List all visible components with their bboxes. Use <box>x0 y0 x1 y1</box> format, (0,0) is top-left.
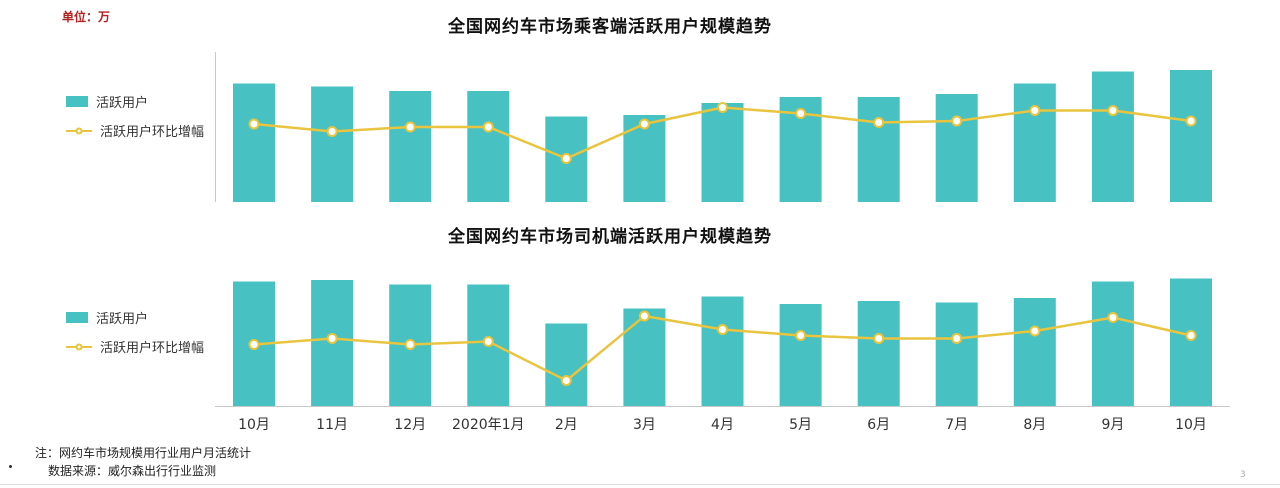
x-axis-label: 7月 <box>945 417 968 433</box>
growth-rate-marker <box>1107 312 1119 323</box>
active-users-bar <box>935 94 978 202</box>
page-number: 3 <box>1240 470 1246 480</box>
growth-rate-marker <box>717 102 728 113</box>
x-axis-label: 6月 <box>867 417 890 433</box>
growth-rate-marker <box>560 153 572 164</box>
active-users-bar <box>233 83 275 202</box>
footer-divider <box>0 484 1280 485</box>
growth-rate-marker <box>248 339 260 350</box>
legend-label: 活跃用户环比增幅 <box>100 125 205 140</box>
active-users-bar <box>389 91 432 202</box>
line-marker-icon <box>75 343 83 350</box>
active-users-bar <box>1170 70 1212 202</box>
driver-chart-legend: 活跃用户 活跃用户环比增幅 <box>66 308 204 356</box>
growth-rate-marker <box>1185 115 1197 127</box>
x-axis-label: 2月 <box>555 417 578 433</box>
growth-rate-marker <box>248 118 260 130</box>
growth-rate-marker <box>951 333 963 344</box>
driver-chart-title: 全国网约车市场司机端活跃用户规模趋势 <box>448 227 772 247</box>
active-users-bar <box>701 103 744 202</box>
active-users-bar <box>623 308 666 406</box>
active-users-bar <box>935 302 978 406</box>
active-users-bar <box>857 97 900 202</box>
active-users-bar <box>311 86 354 202</box>
x-axis-label: 4月 <box>711 417 734 433</box>
growth-rate-marker <box>326 126 338 137</box>
legend-item-active-users: 活跃用户 <box>66 308 204 327</box>
line-series-swatch-icon <box>66 343 92 350</box>
growth-rate-marker <box>1029 325 1041 337</box>
growth-rate-marker <box>326 333 338 344</box>
growth-rate-marker <box>1029 105 1041 116</box>
growth-rate-marker <box>873 117 885 128</box>
unit-label: 单位：万 <box>62 10 111 24</box>
active-users-bar <box>1013 298 1056 406</box>
footer-bullet-icon <box>9 465 12 468</box>
bar-series-swatch-icon <box>66 312 88 323</box>
footnote-data-source: 数据来源：威尔森出行行业监测 <box>48 464 217 478</box>
x-axis-label: 11月 <box>316 417 348 433</box>
growth-rate-marker <box>951 115 963 127</box>
growth-rate-marker <box>795 108 807 119</box>
x-axis-label: 9月 <box>1101 417 1124 433</box>
legend-label: 活跃用户 <box>96 312 149 327</box>
legend-label: 活跃用户环比增幅 <box>100 341 205 356</box>
legend-item-growth-rate: 活跃用户环比增幅 <box>66 337 204 356</box>
growth-rate-marker <box>482 336 494 347</box>
x-axis-label: 12月 <box>394 417 426 433</box>
active-users-bar <box>857 301 900 406</box>
active-users-bar <box>701 296 744 406</box>
growth-rate-marker <box>560 375 572 386</box>
growth-rate-marker <box>873 333 885 344</box>
x-axis-label: 3月 <box>633 417 656 433</box>
growth-rate-marker <box>482 121 494 133</box>
x-axis-label: 2020年1月 <box>452 417 525 433</box>
growth-rate-marker <box>638 310 650 322</box>
x-axis-label: 8月 <box>1023 417 1046 433</box>
active-users-bar <box>1091 281 1134 406</box>
passenger-chart-legend: 活跃用户 活跃用户环比增幅 <box>66 92 204 140</box>
active-users-bar <box>1091 71 1134 202</box>
active-users-bar <box>779 304 822 406</box>
passenger-chart-title: 全国网约车市场乘客端活跃用户规模趋势 <box>448 17 772 37</box>
growth-rate-marker <box>795 330 807 341</box>
line-marker-icon <box>75 127 83 134</box>
growth-rate-marker <box>717 324 728 335</box>
line-series-swatch-icon <box>66 127 92 134</box>
legend-item-active-users: 活跃用户 <box>66 92 204 111</box>
legend-label: 活跃用户 <box>96 96 149 111</box>
growth-rate-marker <box>404 339 416 350</box>
growth-rate-marker <box>638 118 650 130</box>
bar-series-swatch-icon <box>66 96 88 107</box>
active-users-bar <box>467 91 510 202</box>
driver-chart-plot: 10月 11月 12月 2020年1月 2月 3月 4月 5月 6月 7月 8月 9月 10月 <box>215 278 1230 433</box>
legend-item-growth-rate: 活跃用户环比增幅 <box>66 121 204 140</box>
x-axis-label: 5月 <box>789 417 812 433</box>
active-users-bar <box>1013 83 1056 202</box>
passenger-chart-plot <box>215 52 1212 202</box>
growth-rate-marker <box>404 121 416 133</box>
active-users-bar <box>545 323 588 406</box>
growth-rate-marker <box>1107 105 1119 116</box>
footnote-statistics: 注：网约车市场规模用行业用户月活统计 <box>35 446 252 460</box>
growth-rate-marker <box>1185 330 1197 341</box>
x-axis-label: 10月 <box>238 417 270 433</box>
active-users-bar <box>1170 278 1212 406</box>
x-axis-label: 10月 <box>1175 417 1207 433</box>
